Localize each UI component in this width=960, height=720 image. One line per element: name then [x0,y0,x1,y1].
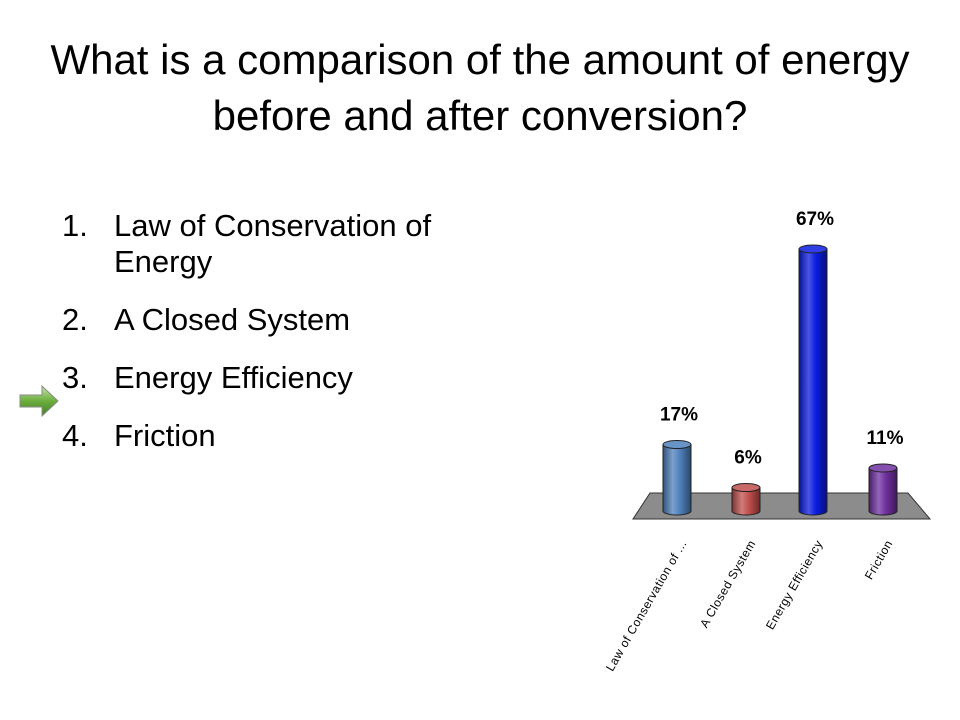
answer-number: 1. [62,208,88,243]
chart-floor [632,492,932,520]
bar-body [798,248,828,516]
answer-number: 3. [62,360,88,395]
bar-top [731,483,761,493]
answer-label: A Closed System [114,302,351,337]
bar-body [868,467,898,516]
green-arrow-icon [19,384,59,418]
answer-number: 4. [62,418,88,453]
category-label-2: A Closed System [697,538,759,631]
data-label-1: 17% [660,405,698,426]
answer-number: 2. [62,302,88,337]
answer-label: Law of Conservation of Energy [114,208,432,279]
answer-option-3[interactable]: 3. Energy Efficiency [62,360,482,396]
answer-option-2[interactable]: 2. A Closed System [62,302,482,338]
category-label-4: Friction [862,538,896,583]
response-bar-chart: 17% Law of Conservation of ... 6% A Closed … [603,209,932,674]
answer-list: 1. Law of Conservation of Energy 2. A Cl… [62,208,482,454]
bar-top [798,244,828,254]
answer-option-4[interactable]: 4. Friction [62,418,482,454]
bar-2 [731,483,761,516]
bar-body [731,487,761,516]
bar-3 [798,244,828,516]
bar-body [662,444,692,516]
bar-4 [868,463,898,516]
answer-option-1[interactable]: 1. Law of Conservation of Energy [62,208,482,280]
slide-title: What is a comparison of the amount of en… [50,36,910,139]
data-label-2: 6% [734,448,762,469]
category-label-1: Law of Conservation of ... [603,538,690,674]
data-label-3: 67% [796,209,834,230]
answer-label: Friction [114,418,216,453]
bar-1 [662,440,692,516]
bar-top [868,463,898,473]
category-label-3: Energy Efficiency [763,538,826,632]
data-label-4: 11% [867,428,904,449]
answer-label: Energy Efficiency [114,360,353,395]
bar-top [662,440,692,450]
